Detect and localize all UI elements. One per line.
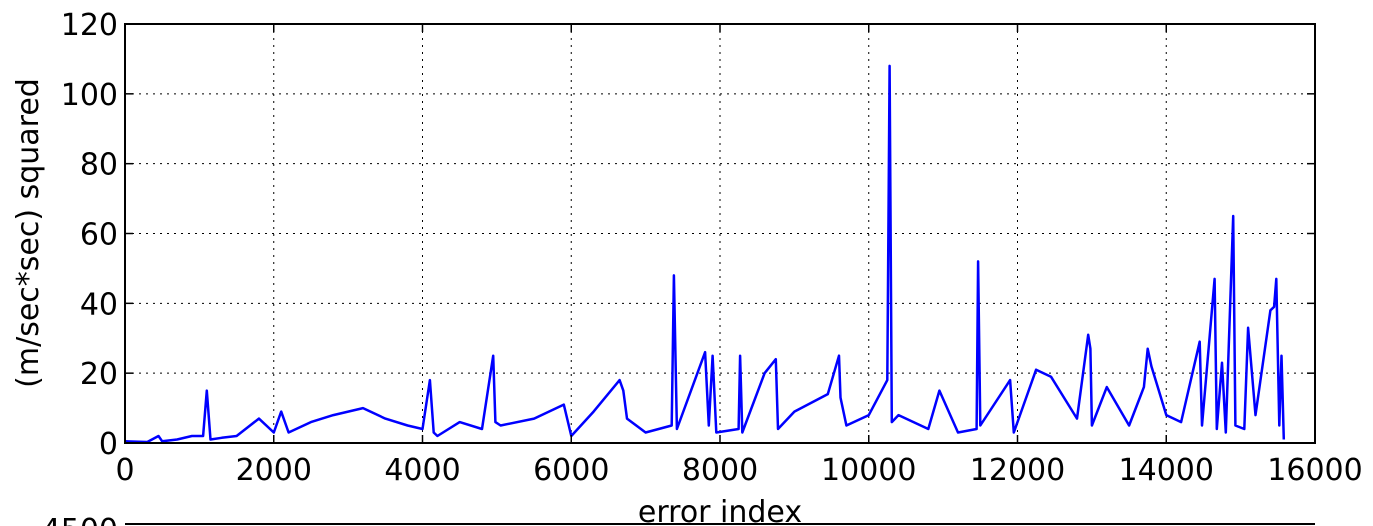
y-tick-label: 0: [99, 427, 118, 462]
y-axis-label: (m/sec*sec) squared: [11, 78, 46, 388]
x-axis-label: error index: [638, 495, 802, 526]
series-line-0: [124, 64, 1286, 444]
x-tick-label: 8000: [682, 453, 758, 488]
y-tick-label: 40: [80, 287, 118, 322]
x-tick-label: 14000: [1119, 453, 1214, 488]
x-tick-label: 2000: [236, 453, 312, 488]
x-tick-label: 12000: [970, 453, 1065, 488]
y-tick-label: 100: [61, 78, 118, 113]
x-tick-label: 6000: [533, 453, 609, 488]
data-series: [124, 64, 1286, 444]
x-tick-label: 4000: [384, 453, 460, 488]
x-tick-label: 0: [115, 453, 134, 488]
grid: [125, 24, 1315, 443]
next-panel-y-tick-label: 4500: [42, 513, 118, 526]
y-tick-label: 120: [61, 8, 118, 43]
x-tick-label: 16000: [1267, 453, 1362, 488]
x-tick-label: 10000: [821, 453, 916, 488]
y-tick-label: 20: [80, 357, 118, 392]
y-tick-labels: 0 20 40 60 80 100 120: [61, 8, 118, 462]
x-tick-labels: 0 2000 4000 6000 8000 10000 12000 14000 16000: [115, 453, 1362, 488]
ticks: [124, 23, 1316, 444]
y-tick-label: 60: [80, 218, 118, 253]
y-tick-label: 80: [80, 148, 118, 183]
